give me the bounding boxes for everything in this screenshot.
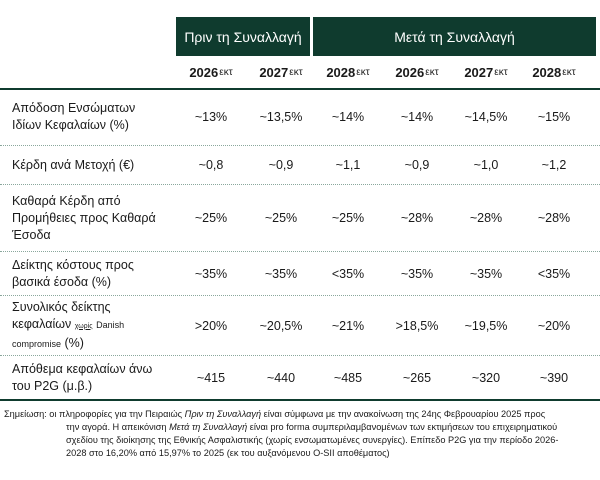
table-cell: ~0,8 <box>198 158 224 172</box>
row-divider <box>0 295 600 296</box>
table-cell: ~13% <box>194 110 228 124</box>
table-cell: ~13,5% <box>259 110 303 124</box>
table-cell: <35% <box>331 266 365 281</box>
table-cell: ~0,9 <box>404 158 430 172</box>
table-cell: ~28% <box>400 211 434 225</box>
row-label-rote: Απόδοση Ενσώματων Ιδίων Κεφαλαίων (%) <box>12 101 136 132</box>
year-header-row: 2026 εκτ 2027 εκτ 2028 εκτ 2026 εκτ 2027 εκτ … <box>0 56 600 88</box>
table-cell: ~25% <box>331 211 365 225</box>
table-cell: ~20,5% <box>259 318 303 333</box>
row-label-capital-ratio: Συνολικός δείκτης κεφαλαίων χωρίς Danish… <box>12 299 125 350</box>
year-header: 2028 εκτ <box>532 64 576 80</box>
table-cell: ~320 <box>471 370 501 385</box>
table-cell: ~35% <box>194 266 228 281</box>
table-cell: >18,5% <box>395 318 439 333</box>
table-cell: ~1,2 <box>541 158 567 172</box>
table-cell: ~25% <box>194 211 228 225</box>
table-cell: ~440 <box>266 370 296 385</box>
table-top-rule <box>0 88 600 90</box>
table-cell: ~415 <box>196 370 226 385</box>
table-cell: ~35% <box>264 266 298 281</box>
table-cell: ~14% <box>400 110 434 124</box>
year-header: 2026 εκτ <box>395 64 439 80</box>
table-bottom-rule <box>0 399 600 401</box>
table-cell: ~25% <box>264 211 298 225</box>
table-cell: ~28% <box>537 211 571 225</box>
row-label-cost-income: Δείκτης κόστους προς βασικά έσοδα (%) <box>12 257 134 289</box>
header-before-transaction: Πριν τη Συναλλαγή <box>176 17 310 56</box>
table-cell: ~15% <box>537 110 571 124</box>
table-cell: ~1,0 <box>473 158 499 172</box>
row-divider <box>0 251 600 252</box>
table-cell: >20% <box>194 318 228 333</box>
table-cell: ~1,1 <box>335 158 361 172</box>
table-cell: <35% <box>537 266 571 281</box>
year-header: 2027 εκτ <box>464 64 508 80</box>
year-header: 2028 εκτ <box>326 64 370 80</box>
table-cell: ~20% <box>537 318 571 333</box>
table-cell: ~19,5% <box>464 318 508 333</box>
footnote: Σημείωση: οι πληροφορίες για την Πειραιώ… <box>4 409 559 458</box>
table-cell: ~390 <box>539 370 569 385</box>
row-divider <box>0 355 600 356</box>
table-cell: ~0,9 <box>268 158 294 172</box>
table-cell: ~35% <box>400 266 434 281</box>
year-header: 2026 εκτ <box>189 64 233 80</box>
table-cell: ~14,5% <box>464 110 508 124</box>
table-cell: ~485 <box>333 370 363 385</box>
table-cell: ~35% <box>469 266 503 281</box>
row-label-capital-buffer: Απόθεμα κεφαλαίων άνω του P2G (μ.β.) <box>12 361 153 393</box>
row-divider <box>0 184 600 185</box>
table-cell: ~14% <box>331 110 365 124</box>
row-divider <box>0 145 600 146</box>
row-label-eps: Κέρδη ανά Μετοχή (€) <box>12 157 135 172</box>
year-header: 2027 εκτ <box>259 64 303 80</box>
table-cell: ~265 <box>402 370 432 385</box>
row-label-fee-income: Καθαρά Κέρδη από Προμήθειες προς Καθαρά Έσ… <box>12 193 156 242</box>
table-cell: ~28% <box>469 211 503 225</box>
table-cell: ~21% <box>331 318 365 333</box>
header-after-transaction: Μετά τη Συναλλαγή <box>313 17 596 56</box>
